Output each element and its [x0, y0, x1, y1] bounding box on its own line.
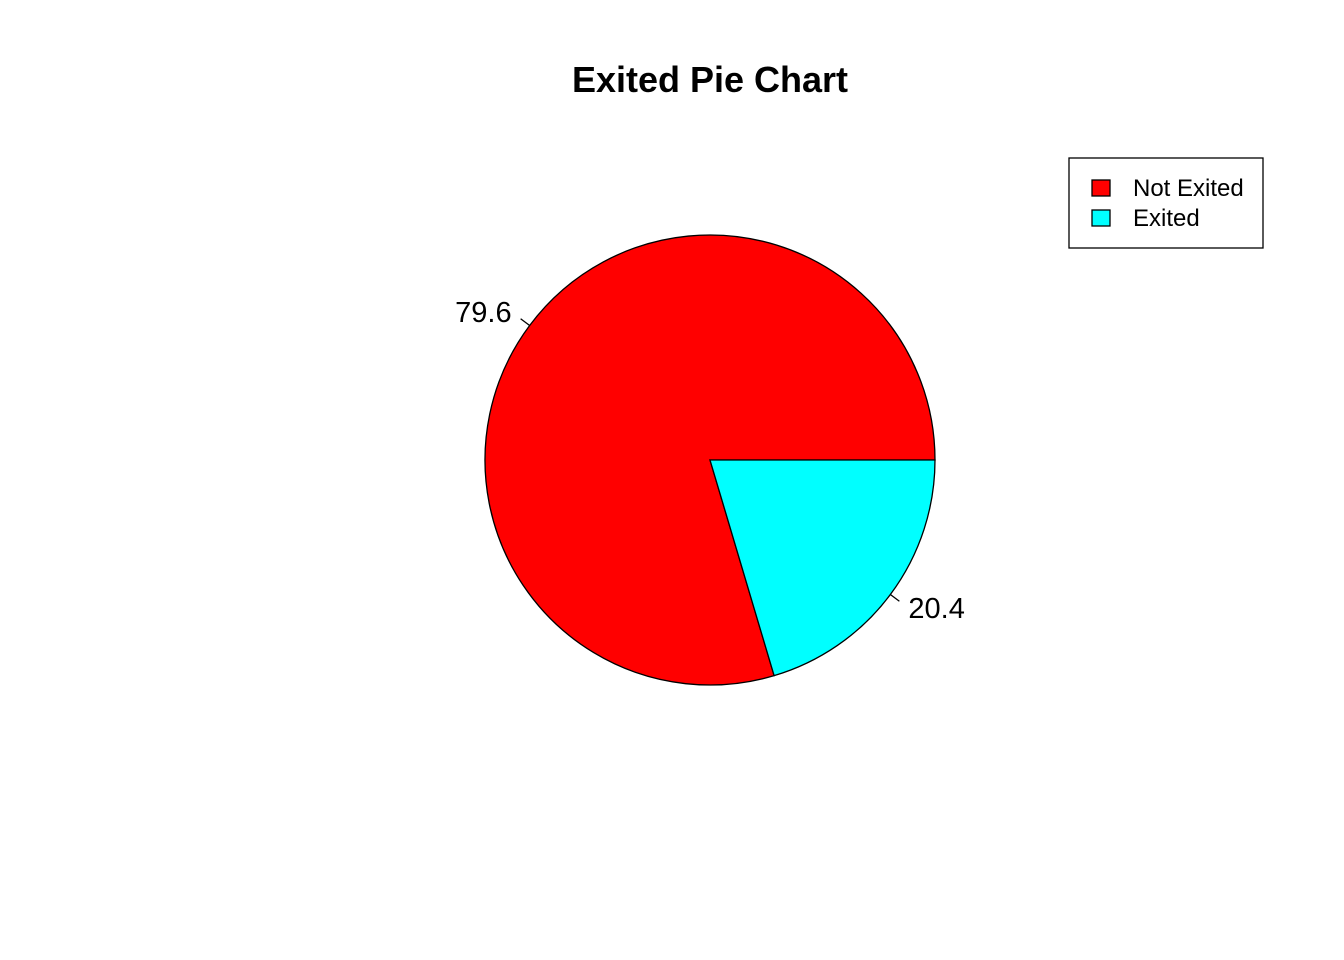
pie-slices: [484, 234, 936, 686]
legend-swatch: [1091, 209, 1111, 227]
legend-items: Not Exited Exited: [1091, 175, 1244, 232]
legend-box: [1068, 157, 1264, 249]
pie-labels: 79.6 20.4: [455, 297, 965, 625]
pie-label: 20.4: [908, 593, 964, 625]
chart-title: Exited Pie Chart: [572, 59, 848, 100]
legend-label: Not Exited: [1133, 175, 1244, 202]
pie-label-tick: [889, 594, 900, 602]
legend: Not Exited Exited: [1068, 157, 1264, 249]
legend-swatch: [1091, 179, 1111, 197]
legend-label: Exited: [1133, 205, 1200, 232]
pie-slice-exited: [709, 459, 936, 677]
pie-label: 79.6: [455, 297, 511, 329]
pie-label-tick: [520, 318, 531, 326]
